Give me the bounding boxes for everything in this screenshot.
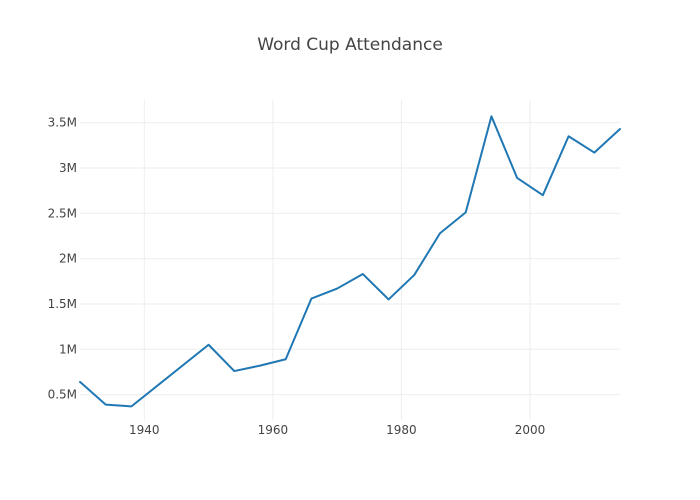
y-tick-label: 2M: [59, 252, 77, 266]
x-tick-label: 1980: [386, 423, 417, 437]
y-tick-label: 0.5M: [48, 388, 77, 402]
plot-area: [79, 115, 621, 408]
chart-title: Word Cup Attendance: [257, 35, 443, 55]
y-tick-label: 2.5M: [48, 206, 77, 220]
y-axis: 0.5M 1M 1.5M 2M 2.5M 3M 3.5M: [48, 116, 77, 402]
x-axis: 1940 1960 1980 2000: [129, 423, 545, 437]
x-tick-label: 1960: [258, 423, 289, 437]
y-tick-label: 3M: [59, 161, 77, 175]
gridlines: [80, 100, 620, 420]
x-tick-label: 2000: [515, 423, 546, 437]
y-tick-label: 3.5M: [48, 116, 77, 130]
x-tick-label: 1940: [129, 423, 160, 437]
y-tick-label: 1.5M: [48, 297, 77, 311]
y-tick-label: 1M: [59, 342, 77, 356]
series-line: [79, 115, 621, 408]
